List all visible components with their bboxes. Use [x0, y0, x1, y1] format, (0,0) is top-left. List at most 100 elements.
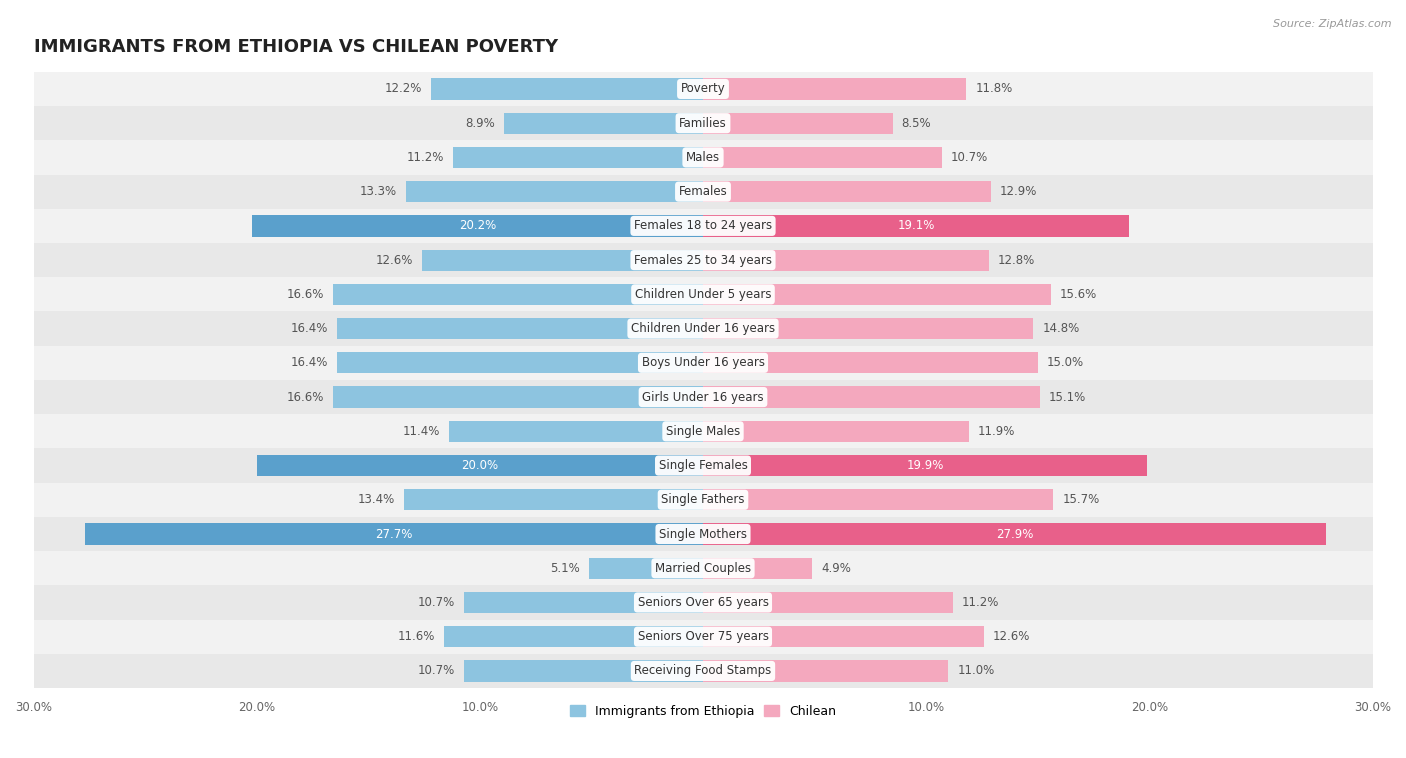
Text: 27.7%: 27.7% [375, 528, 412, 540]
Bar [703, 421, 969, 442]
Text: 14.8%: 14.8% [1042, 322, 1080, 335]
Text: Girls Under 16 years: Girls Under 16 years [643, 390, 763, 403]
Text: Single Females: Single Females [658, 459, 748, 472]
Bar [34, 414, 1372, 449]
Text: 11.6%: 11.6% [398, 630, 436, 644]
Text: 13.4%: 13.4% [357, 493, 395, 506]
Bar [257, 455, 703, 476]
Text: 11.4%: 11.4% [402, 424, 440, 438]
Text: 4.9%: 4.9% [821, 562, 851, 575]
Bar [34, 106, 1372, 140]
Bar [406, 181, 703, 202]
Bar [430, 78, 703, 99]
Text: 12.6%: 12.6% [993, 630, 1031, 644]
Text: 12.8%: 12.8% [998, 254, 1035, 267]
Bar [703, 181, 991, 202]
Text: 20.0%: 20.0% [461, 459, 498, 472]
Bar [34, 243, 1372, 277]
Text: 19.1%: 19.1% [897, 219, 935, 233]
Bar [703, 283, 1052, 305]
Text: 16.6%: 16.6% [287, 390, 323, 403]
Bar [333, 387, 703, 408]
Bar [34, 654, 1372, 688]
Text: IMMIGRANTS FROM ETHIOPIA VS CHILEAN POVERTY: IMMIGRANTS FROM ETHIOPIA VS CHILEAN POVE… [34, 38, 558, 56]
Text: 27.9%: 27.9% [995, 528, 1033, 540]
Text: 10.7%: 10.7% [418, 665, 456, 678]
Bar [703, 592, 953, 613]
Bar [34, 140, 1372, 174]
Bar [337, 352, 703, 374]
Text: 16.6%: 16.6% [287, 288, 323, 301]
Text: Children Under 16 years: Children Under 16 years [631, 322, 775, 335]
Text: Receiving Food Stamps: Receiving Food Stamps [634, 665, 772, 678]
Text: 11.8%: 11.8% [976, 83, 1012, 96]
Bar [34, 619, 1372, 654]
Bar [703, 558, 813, 579]
Text: 12.9%: 12.9% [1000, 185, 1038, 198]
Bar [422, 249, 703, 271]
Text: 11.9%: 11.9% [977, 424, 1015, 438]
Bar [444, 626, 703, 647]
Text: Females 18 to 24 years: Females 18 to 24 years [634, 219, 772, 233]
Text: 8.5%: 8.5% [901, 117, 931, 130]
Text: Families: Families [679, 117, 727, 130]
Bar [34, 449, 1372, 483]
Bar [505, 113, 703, 134]
Bar [703, 660, 949, 681]
Text: Seniors Over 75 years: Seniors Over 75 years [637, 630, 769, 644]
Bar [34, 517, 1372, 551]
Bar [703, 113, 893, 134]
Bar [252, 215, 703, 236]
Bar [34, 72, 1372, 106]
Bar [34, 551, 1372, 585]
Text: Males: Males [686, 151, 720, 164]
Text: 15.7%: 15.7% [1063, 493, 1099, 506]
Legend: Immigrants from Ethiopia, Chilean: Immigrants from Ethiopia, Chilean [565, 700, 841, 722]
Bar [34, 208, 1372, 243]
Bar [703, 147, 942, 168]
Bar [703, 523, 1326, 544]
Bar [464, 592, 703, 613]
Text: Females: Females [679, 185, 727, 198]
Bar [34, 585, 1372, 619]
Text: 11.0%: 11.0% [957, 665, 994, 678]
Bar [464, 660, 703, 681]
Text: 15.0%: 15.0% [1046, 356, 1084, 369]
Text: 16.4%: 16.4% [291, 356, 328, 369]
Text: 20.2%: 20.2% [458, 219, 496, 233]
Text: 13.3%: 13.3% [360, 185, 398, 198]
Text: Source: ZipAtlas.com: Source: ZipAtlas.com [1274, 19, 1392, 29]
Bar [34, 483, 1372, 517]
Bar [589, 558, 703, 579]
Bar [333, 283, 703, 305]
Text: Seniors Over 65 years: Seniors Over 65 years [637, 596, 769, 609]
Text: 11.2%: 11.2% [962, 596, 1000, 609]
Bar [703, 249, 988, 271]
Text: 12.2%: 12.2% [384, 83, 422, 96]
Text: Single Males: Single Males [666, 424, 740, 438]
Text: Single Mothers: Single Mothers [659, 528, 747, 540]
Text: Single Fathers: Single Fathers [661, 493, 745, 506]
Bar [449, 421, 703, 442]
Bar [34, 380, 1372, 414]
Bar [453, 147, 703, 168]
Bar [84, 523, 703, 544]
Text: 15.1%: 15.1% [1049, 390, 1087, 403]
Text: 11.2%: 11.2% [406, 151, 444, 164]
Bar [703, 387, 1040, 408]
Text: 19.9%: 19.9% [907, 459, 943, 472]
Text: 10.7%: 10.7% [950, 151, 988, 164]
Text: 16.4%: 16.4% [291, 322, 328, 335]
Text: 10.7%: 10.7% [418, 596, 456, 609]
Bar [703, 78, 966, 99]
Bar [703, 626, 984, 647]
Bar [703, 215, 1129, 236]
Bar [703, 489, 1053, 510]
Text: 15.6%: 15.6% [1060, 288, 1097, 301]
Bar [34, 312, 1372, 346]
Bar [703, 318, 1033, 340]
Text: Boys Under 16 years: Boys Under 16 years [641, 356, 765, 369]
Bar [34, 174, 1372, 208]
Bar [337, 318, 703, 340]
Bar [34, 277, 1372, 312]
